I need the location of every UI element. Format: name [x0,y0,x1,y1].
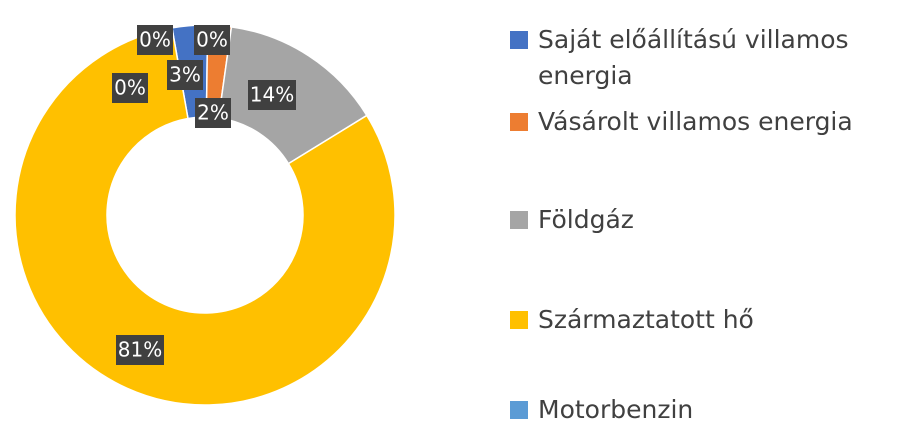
data-label-box [137,25,173,55]
legend-label: Saját előállítású villamos energia [538,25,849,90]
data-label: 2% [197,101,229,125]
data-label-box [112,73,148,103]
data-label: 14% [250,83,294,107]
legend-entry: Származtatott hő [510,302,921,338]
data-label-box [116,335,164,365]
data-label-box [195,98,231,128]
legend-label: Motorbenzin [538,395,694,424]
legend-swatch [510,401,528,419]
data-label-box [248,80,296,110]
legend-entry: Földgáz [510,202,921,238]
data-label: 0% [114,76,146,100]
legend-entry: Vásárolt villamos energia [510,104,921,140]
legend-entry: Motorbenzin [510,392,921,428]
chart: 3% 2% 14% 81% 0% 0% 0% [14,24,396,406]
legend-entry: Saját előállítású villamos energia [510,22,921,94]
data-label-box [194,25,230,55]
data-label-box [167,60,203,90]
legend-swatch [510,211,528,229]
donut-slice [14,27,396,406]
legend-label: Vásárolt villamos energia [538,107,853,136]
legend-label: Földgáz [538,205,634,234]
legend-label: Származtatott hő [538,305,754,334]
data-label: 3% [169,63,201,87]
legend-swatch [510,311,528,329]
legend-swatch [510,113,528,131]
data-label: 81% [118,338,162,362]
legend-swatch [510,31,528,49]
data-label: 0% [196,28,228,52]
data-label: 0% [139,28,171,52]
